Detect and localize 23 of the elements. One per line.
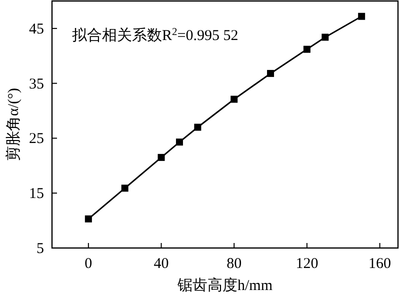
point xyxy=(322,34,329,41)
y-tick-label: 35 xyxy=(29,76,44,92)
y-axis-title: 剪胀角α/(°) xyxy=(5,88,22,162)
point xyxy=(176,138,183,146)
point xyxy=(194,124,202,131)
x-axis-title: 锯齿高度h/mm xyxy=(176,277,273,294)
y-tick-label: 5 xyxy=(36,241,44,257)
point xyxy=(303,46,310,53)
x-tick-label: 160 xyxy=(368,256,392,272)
x-tick-label: 120 xyxy=(296,256,318,272)
x-tick-label: 0 xyxy=(84,256,92,272)
point xyxy=(158,154,165,161)
y-tick-label: 15 xyxy=(29,186,44,202)
point xyxy=(267,70,274,77)
x-tick-label: 40 xyxy=(154,256,169,272)
y-tick-label: 25 xyxy=(29,131,44,148)
point xyxy=(230,96,238,103)
x-tick-label: 80 xyxy=(226,256,242,272)
point xyxy=(121,184,128,192)
annotation: 拟合相关系数R$^{2}$=0.995 52 xyxy=(72,26,238,44)
point xyxy=(358,12,366,20)
y-tick-label: 45 xyxy=(29,21,44,38)
point xyxy=(84,215,92,222)
